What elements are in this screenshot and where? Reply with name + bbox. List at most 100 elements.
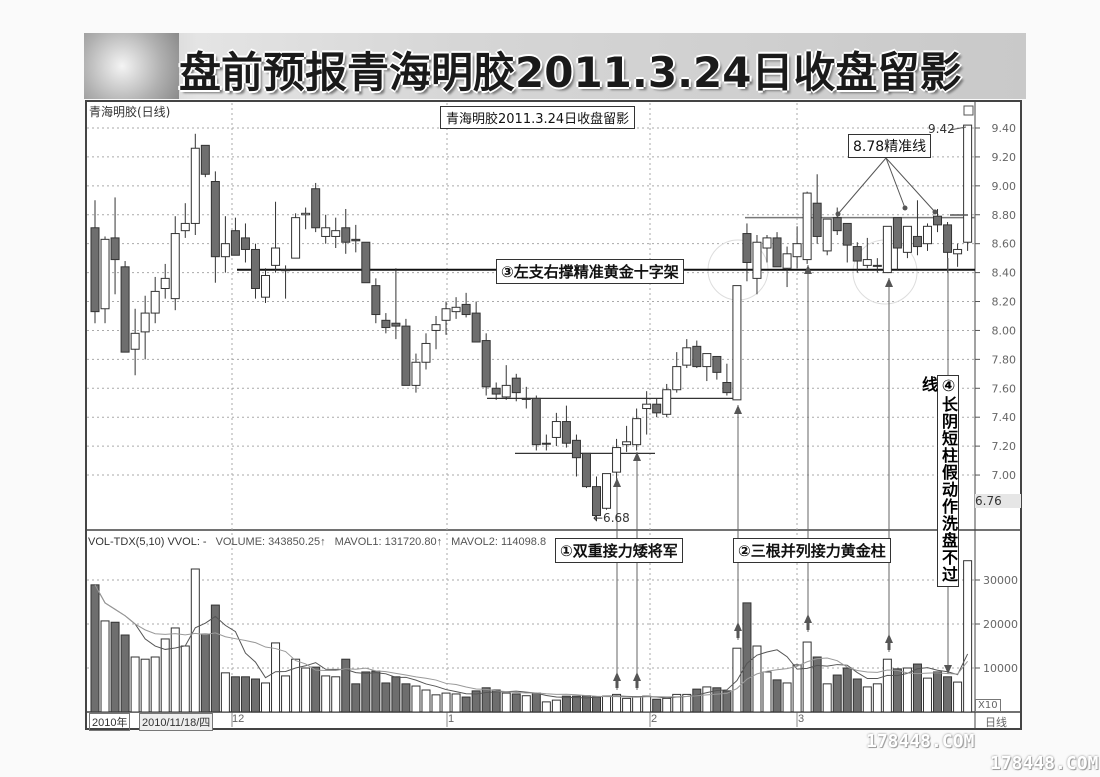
volume-bar	[832, 674, 842, 713]
candle	[912, 235, 922, 248]
period-label: 日线	[985, 716, 1007, 729]
candle	[401, 325, 411, 386]
volume-tick-label: 30000	[983, 574, 1018, 587]
candle	[481, 340, 491, 388]
volume-bar	[953, 681, 963, 713]
candle	[622, 441, 632, 446]
candle	[762, 237, 772, 249]
volume-bar	[842, 667, 852, 713]
silver-bars-image	[84, 33, 179, 99]
volume-bar	[331, 676, 341, 713]
volume-bar	[200, 633, 210, 713]
price-tick-label: 7.60	[992, 382, 1017, 395]
arrow-up-icon	[736, 630, 740, 638]
volume-bar	[321, 675, 331, 713]
arrow-head-icon	[902, 205, 908, 211]
candle	[311, 188, 321, 229]
candle	[571, 439, 581, 459]
annotation-2: ②三根并列接力黄金柱	[733, 538, 891, 563]
price-tick-label: 8.80	[992, 209, 1017, 222]
volume-bar	[471, 690, 481, 713]
volume-bar	[220, 672, 230, 713]
candle	[842, 222, 852, 246]
volume-bar	[862, 686, 872, 713]
volume-bar	[882, 658, 892, 713]
candle	[341, 227, 351, 243]
volume-bar	[561, 695, 571, 713]
candle	[371, 285, 381, 316]
volume-bar	[371, 670, 381, 713]
candle	[953, 248, 963, 255]
candle	[812, 202, 822, 237]
volume-bar	[742, 602, 752, 713]
candle	[692, 345, 702, 368]
candle	[642, 403, 652, 410]
annotation-1: ①双重接力矮将军	[555, 538, 683, 563]
candle	[190, 147, 200, 224]
volume-bar	[491, 689, 501, 713]
arrow-up-icon	[885, 278, 893, 287]
price-tick-label: 9.20	[992, 151, 1017, 164]
candle	[451, 306, 461, 313]
volume-bar	[351, 683, 361, 713]
candle	[150, 290, 160, 314]
volume-bar	[90, 584, 100, 713]
volume-bar	[511, 693, 521, 713]
candle	[832, 217, 842, 232]
volume-bar	[271, 642, 281, 713]
month-label-dec: 12	[232, 713, 245, 725]
volume-bar	[922, 677, 932, 713]
volume-bar	[130, 656, 140, 713]
arrow-up-icon	[615, 680, 619, 688]
volume-bar	[391, 676, 401, 713]
candle	[652, 403, 662, 414]
volume-bar	[762, 671, 772, 713]
month-label-jan: 1	[448, 713, 455, 725]
arrow-up-icon	[613, 672, 621, 681]
candle	[110, 237, 120, 261]
candle	[822, 218, 832, 252]
candle	[531, 397, 541, 446]
volume-bar	[381, 682, 391, 713]
candle	[963, 124, 973, 243]
volume-bar	[311, 666, 321, 713]
last-price-label: 6.76	[975, 494, 1021, 508]
volume-bar	[752, 645, 762, 713]
volume-bar	[140, 658, 150, 713]
candle	[471, 312, 481, 343]
candle	[250, 248, 260, 290]
candle	[351, 238, 361, 242]
candle	[882, 225, 892, 274]
price-tick-label: 8.40	[992, 267, 1017, 280]
annotation-4: ④长阴短柱假动作洗盘不过线	[919, 375, 959, 587]
arrow-head-icon	[835, 211, 841, 217]
price-tick-label: 7.00	[992, 469, 1017, 482]
volume-bar	[421, 689, 431, 713]
volume-bar	[461, 696, 471, 713]
candle	[722, 381, 732, 394]
volume-bar	[150, 656, 160, 713]
candle	[220, 243, 230, 258]
volume-bar	[642, 695, 652, 713]
volume-bar	[531, 692, 541, 713]
volume-bar	[632, 696, 642, 713]
candle	[742, 233, 752, 263]
candle	[551, 421, 561, 438]
candle	[170, 233, 180, 300]
volume-bar	[933, 671, 943, 713]
volume-bar	[551, 699, 561, 713]
banner-title: 盘前预报青海明胶2011.3.24日收盘留影	[179, 48, 962, 97]
volume-bar	[160, 638, 170, 713]
candle	[411, 361, 421, 386]
candle	[140, 312, 150, 333]
volume-bar	[431, 694, 441, 713]
volume-bar	[943, 676, 953, 713]
candle	[160, 277, 170, 290]
candle	[702, 353, 712, 368]
precise-line-label: 8.78精准线	[848, 134, 932, 158]
month-label-mar: 3	[798, 713, 805, 725]
volume-bar	[521, 695, 531, 713]
volume-bar	[702, 686, 712, 713]
arrow-up-icon	[635, 680, 639, 688]
